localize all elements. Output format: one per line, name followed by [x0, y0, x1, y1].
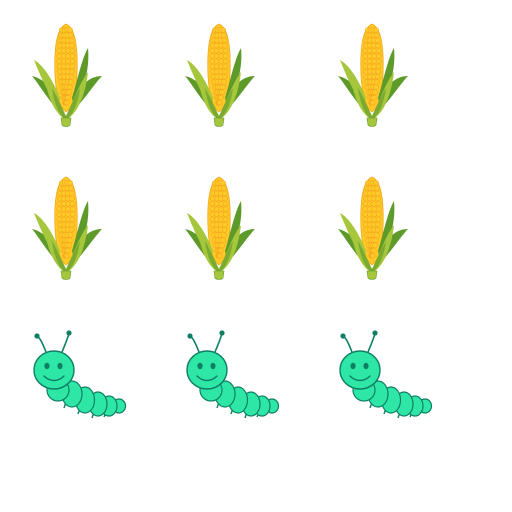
caterpillar-2 [181, 330, 281, 440]
corn-icon [32, 23, 102, 127]
corn-5 [181, 173, 281, 283]
corn-1 [28, 20, 128, 130]
corn-icon [32, 176, 102, 280]
caterpillar-icon [186, 330, 280, 419]
corn-4 [28, 173, 128, 283]
corn-icon [338, 176, 408, 280]
corn-6 [334, 173, 434, 283]
caterpillar-icon [339, 330, 433, 419]
corn-icon [185, 23, 255, 127]
caterpillar-icon [33, 330, 127, 419]
caterpillar-1 [28, 330, 128, 440]
corn-icon [185, 176, 255, 280]
corn-3 [334, 20, 434, 130]
corn-icon [338, 23, 408, 127]
caterpillar-3 [334, 330, 434, 440]
corn-2 [181, 20, 281, 130]
